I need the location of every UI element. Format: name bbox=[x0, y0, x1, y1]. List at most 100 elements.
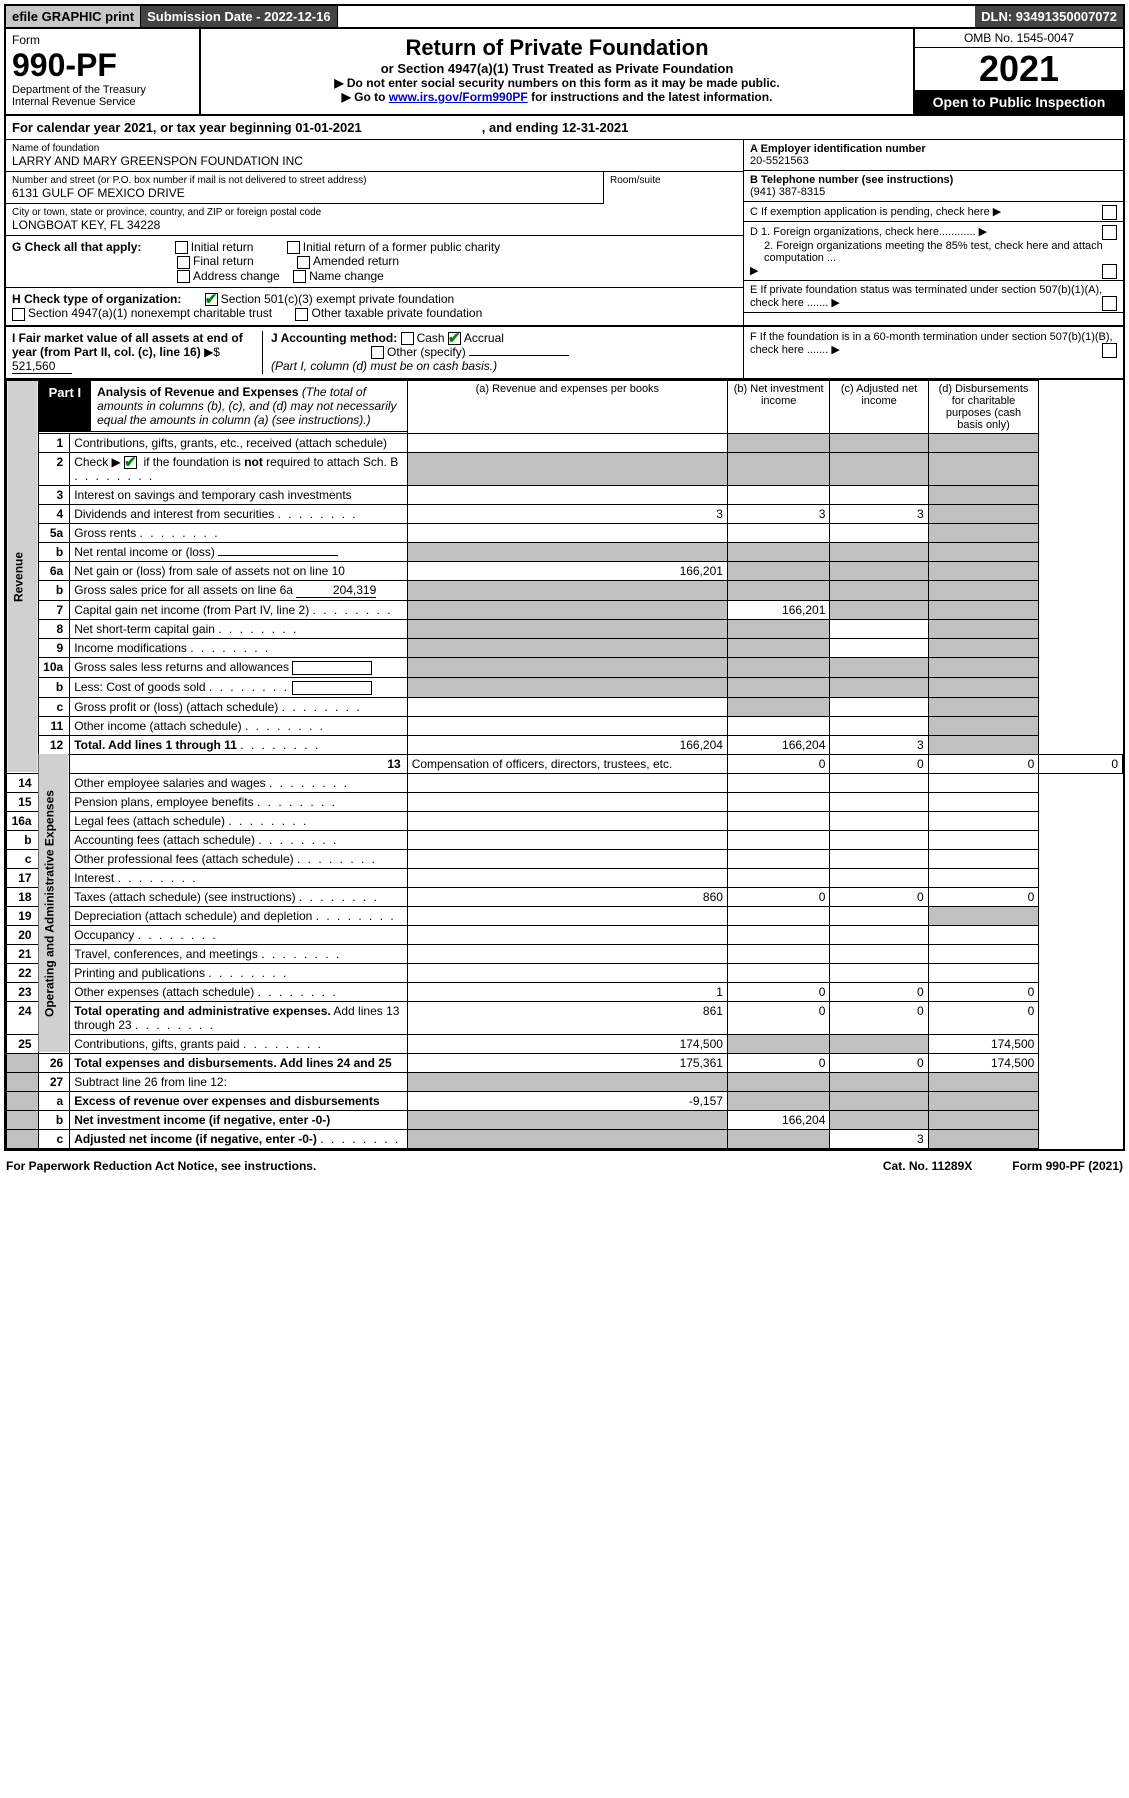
submission-date: Submission Date - 2022-12-16 bbox=[141, 6, 338, 27]
table-row: 12Total. Add lines 1 through 11 166,2041… bbox=[7, 735, 1123, 754]
table-row: cOther professional fees (attach schedul… bbox=[7, 849, 1123, 868]
chk-initial[interactable] bbox=[175, 241, 188, 254]
d2-label: 2. Foreign organizations meeting the 85%… bbox=[750, 240, 1117, 264]
line-desc: Excess of revenue over expenses and disb… bbox=[70, 1091, 408, 1110]
calendar-year-row: For calendar year 2021, or tax year begi… bbox=[6, 116, 1123, 140]
note2: ▶ Go to www.irs.gov/Form990PF for instru… bbox=[207, 90, 907, 104]
entity-left: Name of foundation LARRY AND MARY GREENS… bbox=[6, 140, 743, 325]
chk-c[interactable] bbox=[1102, 205, 1117, 220]
table-row: 3Interest on savings and temporary cash … bbox=[7, 485, 1123, 504]
dept-line1: Department of the Treasury bbox=[12, 84, 193, 96]
line-desc: Subtract line 26 from line 12: bbox=[70, 1072, 408, 1091]
line-desc: Other professional fees (attach schedule… bbox=[70, 849, 408, 868]
footer-catno: Cat. No. 11289X bbox=[883, 1159, 972, 1173]
table-row: 5aGross rents bbox=[7, 523, 1123, 542]
note1: ▶ Do not enter social security numbers o… bbox=[207, 76, 907, 90]
chk-name-change[interactable] bbox=[293, 270, 306, 283]
tax-year: 2021 bbox=[915, 48, 1123, 90]
chk-e[interactable] bbox=[1102, 296, 1117, 311]
chk-f[interactable] bbox=[1102, 343, 1117, 358]
cal-text2: , and ending 12-31-2021 bbox=[482, 120, 629, 135]
header: Form 990-PF Department of the Treasury I… bbox=[6, 29, 1123, 116]
line-desc: Less: Cost of goods sold bbox=[70, 677, 408, 697]
j-label: J Accounting method: bbox=[271, 331, 397, 345]
chk-d1[interactable] bbox=[1102, 225, 1117, 240]
e-label: E If private foundation status was termi… bbox=[750, 284, 1102, 309]
fmv-value: 521,560 bbox=[12, 359, 72, 374]
f-cell: F If the foundation is in a 60-month ter… bbox=[743, 327, 1123, 378]
line-desc: Capital gain net income (from Part IV, l… bbox=[70, 600, 408, 619]
chk-accrual[interactable] bbox=[448, 332, 461, 345]
city-cell: City or town, state or province, country… bbox=[6, 204, 743, 236]
table-row: 1Contributions, gifts, grants, etc., rec… bbox=[7, 433, 1123, 452]
table-row: 2Check ▶ if the foundation is not requir… bbox=[7, 452, 1123, 485]
dept-line2: Internal Revenue Service bbox=[12, 96, 193, 108]
line-desc: Travel, conferences, and meetings bbox=[70, 944, 408, 963]
line-desc: Gross sales price for all assets on line… bbox=[70, 580, 408, 600]
irs-link[interactable]: www.irs.gov/Form990PF bbox=[389, 90, 528, 104]
chk-other-tax[interactable] bbox=[295, 308, 308, 321]
chk-addr-change[interactable] bbox=[177, 270, 190, 283]
other-specify bbox=[469, 355, 569, 356]
table-row: 23Other expenses (attach schedule) 1000 bbox=[7, 982, 1123, 1001]
line-desc: Net short-term capital gain bbox=[70, 619, 408, 638]
line-desc: Net rental income or (loss) bbox=[70, 542, 408, 561]
city-label: City or town, state or province, country… bbox=[12, 207, 737, 218]
chk-sch-b[interactable] bbox=[124, 456, 137, 469]
chk-501c3[interactable] bbox=[205, 293, 218, 306]
col-d-header: (d) Disbursements for charitable purpose… bbox=[928, 380, 1039, 433]
opt-4947: Section 4947(a)(1) nonexempt charitable … bbox=[28, 306, 272, 320]
line-desc: Gross rents bbox=[70, 523, 408, 542]
line-desc: Taxes (attach schedule) (see instruction… bbox=[70, 887, 408, 906]
addr-row: Number and street (or P.O. box number if… bbox=[6, 172, 743, 204]
chk-final[interactable] bbox=[177, 256, 190, 269]
street-address: 6131 GULF OF MEXICO DRIVE bbox=[12, 186, 597, 200]
chk-cash[interactable] bbox=[401, 332, 414, 345]
chk-d2[interactable] bbox=[1102, 264, 1117, 279]
open-inspection: Open to Public Inspection bbox=[915, 90, 1123, 114]
line-desc: Printing and publications bbox=[70, 963, 408, 982]
chk-initial-former[interactable] bbox=[287, 241, 300, 254]
table-row: bLess: Cost of goods sold bbox=[7, 677, 1123, 697]
table-row: bNet rental income or (loss) bbox=[7, 542, 1123, 561]
table-row: 25Contributions, gifts, grants paid 174,… bbox=[7, 1034, 1123, 1053]
part1-title: Analysis of Revenue and Expenses (The to… bbox=[91, 381, 407, 431]
table-row: 24Total operating and administrative exp… bbox=[7, 1001, 1123, 1034]
chk-other-method[interactable] bbox=[371, 346, 384, 359]
phone-value: (941) 387-8315 bbox=[750, 186, 825, 198]
opt-initial: Initial return bbox=[191, 240, 254, 254]
line-desc: Other expenses (attach schedule) bbox=[70, 982, 408, 1001]
table-row: cGross profit or (loss) (attach schedule… bbox=[7, 697, 1123, 716]
entity-info: Name of foundation LARRY AND MARY GREENS… bbox=[6, 140, 1123, 327]
table-row: 19Depreciation (attach schedule) and dep… bbox=[7, 906, 1123, 925]
part1-title-text: Analysis of Revenue and Expenses bbox=[97, 385, 298, 399]
table-row: 21Travel, conferences, and meetings bbox=[7, 944, 1123, 963]
c-cell: C If exemption application is pending, c… bbox=[744, 202, 1123, 222]
part1-header-row: Revenue Part I Analysis of Revenue and E… bbox=[7, 380, 1123, 433]
opt-initial-former: Initial return of a former public charit… bbox=[303, 240, 500, 254]
chk-4947[interactable] bbox=[12, 308, 25, 321]
line-desc: Legal fees (attach schedule) bbox=[70, 811, 408, 830]
line-desc: Other income (attach schedule) bbox=[70, 716, 408, 735]
phone-label: B Telephone number (see instructions) bbox=[750, 174, 953, 186]
table-row: 26Total expenses and disbursements. Add … bbox=[7, 1053, 1123, 1072]
d1-label: D 1. Foreign organizations, check here..… bbox=[750, 226, 976, 238]
chk-amended[interactable] bbox=[297, 256, 310, 269]
phone-cell: B Telephone number (see instructions) (9… bbox=[744, 171, 1123, 202]
ein-label: A Employer identification number bbox=[750, 143, 926, 155]
table-row: 9Income modifications bbox=[7, 638, 1123, 657]
table-row: 8Net short-term capital gain bbox=[7, 619, 1123, 638]
footer-right: Form 990-PF (2021) bbox=[1012, 1159, 1123, 1173]
table-row: 6aNet gain or (loss) from sale of assets… bbox=[7, 561, 1123, 580]
line-desc: Contributions, gifts, grants, etc., rece… bbox=[70, 433, 408, 452]
addr-label: Number and street (or P.O. box number if… bbox=[12, 175, 597, 186]
efile-label: efile GRAPHIC print bbox=[6, 6, 141, 27]
dln: DLN: 93491350007072 bbox=[975, 6, 1123, 27]
line-desc: Income modifications bbox=[70, 638, 408, 657]
opt-other-method: Other (specify) bbox=[387, 345, 466, 359]
header-mid: Return of Private Foundation or Section … bbox=[201, 29, 913, 114]
table-row: bGross sales price for all assets on lin… bbox=[7, 580, 1123, 600]
line-desc: Other employee salaries and wages bbox=[70, 773, 408, 792]
part1-label: Part I bbox=[39, 381, 92, 431]
revenue-vert-label: Revenue bbox=[7, 380, 39, 773]
